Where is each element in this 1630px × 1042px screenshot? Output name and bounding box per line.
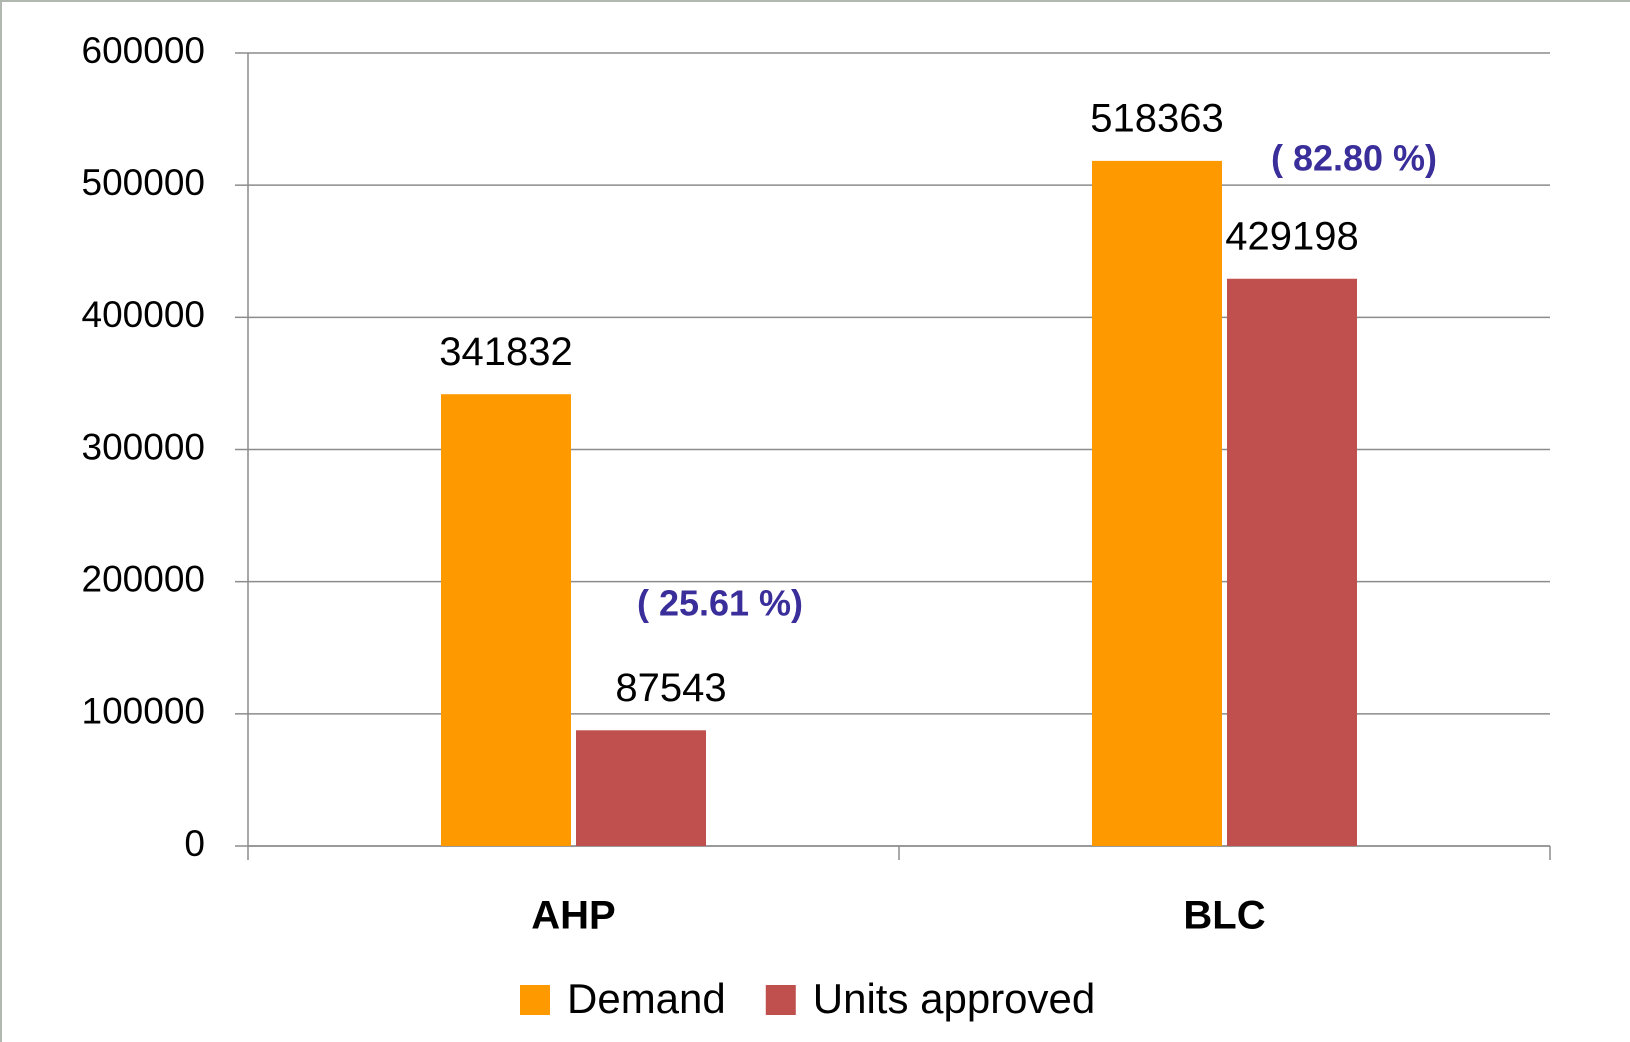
- bar: [1227, 278, 1357, 847]
- annotation: ( 25.61 %): [637, 583, 803, 624]
- legend-label: Units approved: [813, 975, 1096, 1022]
- annotation: ( 82.80 %): [1271, 138, 1437, 179]
- y-tick-label: 100000: [82, 691, 205, 732]
- y-tick-label: 0: [184, 823, 205, 864]
- bar: [1092, 160, 1222, 846]
- value-label: 429198: [1225, 214, 1358, 258]
- legend-swatch: [765, 985, 796, 1015]
- bar: [576, 730, 706, 846]
- y-tick-label: 400000: [82, 294, 205, 335]
- value-label: 518363: [1090, 96, 1223, 140]
- x-tick-label: BLC: [1183, 894, 1265, 938]
- legend-label: Demand: [567, 975, 726, 1022]
- y-tick-label: 300000: [82, 426, 205, 467]
- legend-swatch: [520, 985, 550, 1015]
- x-tick-label: AHP: [531, 894, 615, 938]
- value-label: 87543: [615, 666, 726, 710]
- y-tick-label: 200000: [82, 558, 205, 599]
- y-tick-label: 500000: [82, 162, 205, 203]
- y-tick-label: 600000: [82, 30, 205, 71]
- value-label: 341832: [439, 330, 572, 374]
- bar: [441, 394, 571, 846]
